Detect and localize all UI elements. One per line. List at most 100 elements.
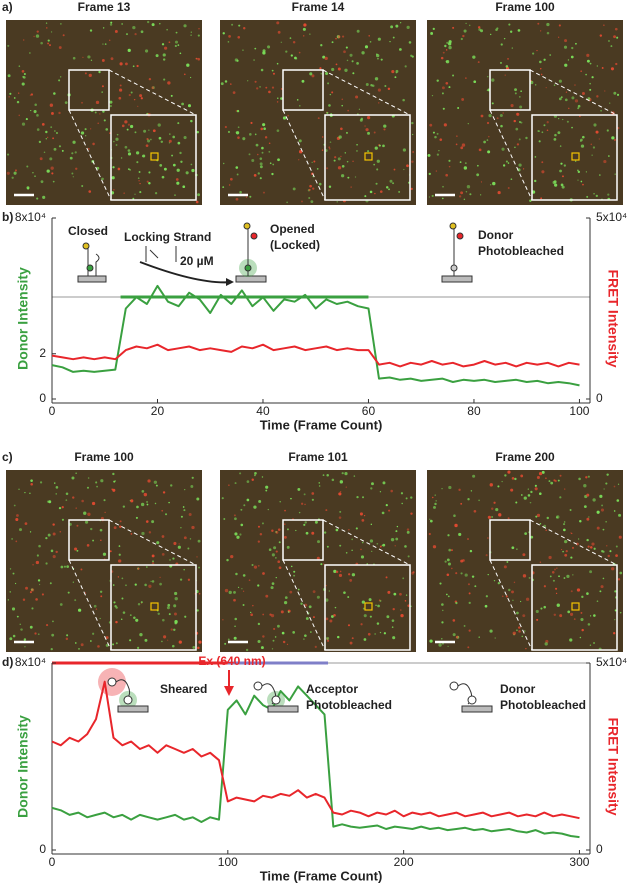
spot xyxy=(84,520,89,524)
spot xyxy=(581,595,584,598)
spot xyxy=(195,200,199,204)
spot xyxy=(16,615,19,618)
spot xyxy=(564,553,568,557)
spot xyxy=(438,643,442,647)
spot xyxy=(563,45,568,49)
spot xyxy=(392,636,396,640)
spot xyxy=(599,590,602,593)
spot xyxy=(516,112,519,116)
spot xyxy=(292,631,296,634)
spot xyxy=(234,58,238,62)
spot xyxy=(438,150,440,152)
spot xyxy=(518,96,521,98)
spot xyxy=(61,149,64,152)
spot xyxy=(379,190,383,193)
spot xyxy=(458,488,461,492)
spot xyxy=(439,582,442,585)
spot xyxy=(611,136,615,140)
spot xyxy=(619,571,623,575)
spot xyxy=(356,495,359,499)
spot xyxy=(447,595,450,598)
spot xyxy=(25,118,28,121)
spot xyxy=(598,138,600,140)
molecule-box xyxy=(571,602,580,611)
spot xyxy=(286,201,288,204)
spot xyxy=(239,472,242,475)
spot xyxy=(289,590,293,594)
spot xyxy=(142,154,146,158)
spot xyxy=(295,58,298,60)
spot xyxy=(609,102,611,104)
spot xyxy=(257,540,260,543)
spot xyxy=(377,604,380,608)
spot xyxy=(345,131,348,134)
spot xyxy=(41,593,44,596)
spot xyxy=(182,185,186,189)
spot xyxy=(378,144,381,147)
spot xyxy=(339,544,342,547)
spot xyxy=(305,531,309,535)
spot xyxy=(47,533,51,537)
spot xyxy=(111,176,115,180)
spot xyxy=(183,136,187,140)
spot xyxy=(155,484,158,487)
spot xyxy=(21,70,25,73)
spot xyxy=(546,129,549,132)
spot xyxy=(360,548,362,551)
spot xyxy=(529,199,532,203)
annotation: Closed xyxy=(68,224,108,238)
spot xyxy=(577,169,579,172)
spot xyxy=(84,72,87,75)
spot xyxy=(503,37,506,40)
spot xyxy=(347,109,349,112)
spot xyxy=(156,541,160,545)
spot xyxy=(134,193,136,195)
spot xyxy=(89,29,93,32)
spot xyxy=(487,515,492,519)
spot xyxy=(159,582,162,586)
spot xyxy=(520,600,522,603)
spot xyxy=(589,615,592,617)
spot xyxy=(251,563,254,567)
spot xyxy=(565,91,568,93)
spot xyxy=(262,572,265,575)
spot xyxy=(37,633,40,635)
spot xyxy=(228,484,230,486)
spot xyxy=(552,180,556,185)
spot xyxy=(58,111,61,115)
spot xyxy=(103,119,106,122)
spot xyxy=(159,23,161,25)
spot xyxy=(560,183,564,187)
spot xyxy=(52,137,55,140)
spot xyxy=(453,514,456,517)
spot xyxy=(556,603,560,607)
spot xyxy=(361,51,365,55)
spot xyxy=(251,159,255,162)
spot xyxy=(486,121,490,125)
spot xyxy=(368,35,370,37)
spot xyxy=(328,590,330,592)
spot xyxy=(51,112,54,115)
spot xyxy=(448,45,452,50)
spot xyxy=(555,592,558,595)
inset xyxy=(531,114,618,201)
spot xyxy=(123,192,125,194)
spot xyxy=(276,21,280,25)
spot xyxy=(100,539,102,542)
series-line xyxy=(51,284,580,387)
spot xyxy=(110,21,113,24)
spot xyxy=(271,69,274,72)
spot xyxy=(293,574,296,577)
spot xyxy=(83,511,87,515)
spot xyxy=(174,596,178,601)
spot xyxy=(192,646,196,649)
spot xyxy=(93,604,97,608)
spot xyxy=(347,624,350,627)
spot xyxy=(569,612,574,616)
spot xyxy=(341,98,344,101)
spot xyxy=(520,121,523,124)
spot xyxy=(257,153,259,156)
spot xyxy=(431,194,434,198)
spot xyxy=(406,164,409,168)
zoom-line xyxy=(282,109,326,201)
